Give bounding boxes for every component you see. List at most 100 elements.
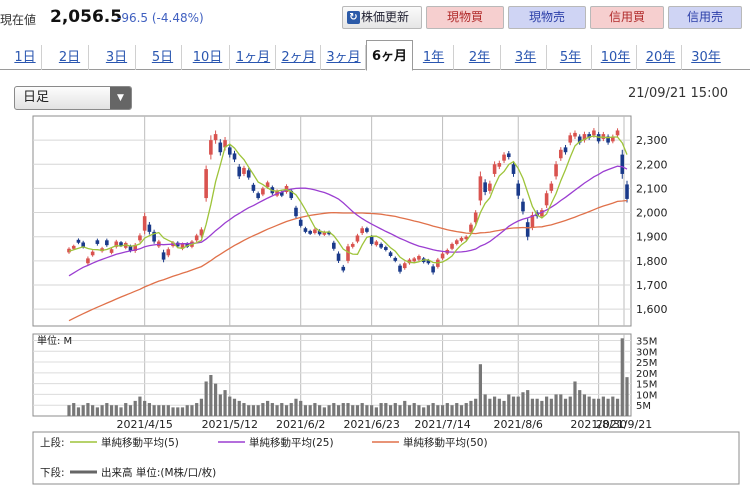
legend-volume-label: 出来高 単位:(M株/口/枚) <box>101 466 216 479</box>
candle-body <box>563 147 568 153</box>
volume-bar <box>228 396 232 416</box>
price-tick-label: 1,900 <box>636 231 668 244</box>
volume-bar <box>256 405 260 416</box>
volume-bar <box>393 403 397 416</box>
candle-body <box>549 183 554 191</box>
candle-body <box>308 230 312 234</box>
cash-sell-button[interactable]: 現物売 <box>508 6 586 29</box>
candle-body <box>298 219 303 226</box>
refresh-price-button[interactable]: ↻ 株価更新 <box>342 6 422 29</box>
legend-ma5-label: 単純移動平均(5) <box>101 436 179 449</box>
volume-bar <box>464 403 468 416</box>
price-tick-label: 2,300 <box>636 134 668 147</box>
volume-bar <box>294 398 298 416</box>
tab-20y[interactable]: 20年 <box>640 45 682 70</box>
candle-body <box>459 237 464 241</box>
x-axis-date-label: 2021/8/6 <box>494 418 543 431</box>
candle-body <box>185 243 190 247</box>
volume-bar <box>384 403 388 416</box>
volume-bar <box>95 407 99 416</box>
volume-bar <box>455 403 459 416</box>
tab-5y[interactable]: 5年 <box>550 45 592 70</box>
tab-3m[interactable]: 3ヶ月 <box>322 45 366 70</box>
volume-bar <box>379 403 383 416</box>
candle-body <box>601 134 606 139</box>
candle-body <box>625 184 629 199</box>
volume-bar <box>72 403 76 416</box>
volume-bar <box>592 398 596 416</box>
margin-sell-button[interactable]: 信用売 <box>668 6 742 29</box>
legend-ma25-label: 単純移動平均(25) <box>249 436 334 449</box>
candle-body <box>242 167 246 174</box>
price-header: 現在値 2,056.5 -96.5 (-4.48%) ↻ 株価更新 現物買 現物… <box>0 0 750 34</box>
volume-bar <box>280 403 284 416</box>
candle-body <box>492 164 497 174</box>
x-axis-date-label: 2021/6/23 <box>343 418 399 431</box>
candle-body <box>483 182 487 193</box>
volume-bar <box>261 403 265 416</box>
candle-body <box>568 135 573 143</box>
candle-body <box>592 130 596 136</box>
candle-body <box>346 246 350 261</box>
candle-body <box>577 136 582 143</box>
candle-body <box>606 136 610 143</box>
tab-1y[interactable]: 1年 <box>414 45 454 70</box>
candle-body <box>246 170 251 178</box>
margin-buy-button[interactable]: 信用買 <box>590 6 664 29</box>
volume-bar <box>119 407 123 416</box>
tab-1m[interactable]: 1ヶ月 <box>231 45 276 70</box>
tab-6m[interactable]: 6ヶ月 <box>366 40 413 71</box>
volume-bar <box>237 400 241 416</box>
candle-body <box>180 243 185 249</box>
volume-bar <box>204 381 208 416</box>
volume-bar <box>540 400 544 416</box>
volume-bar <box>199 398 204 416</box>
volume-bar <box>516 396 520 416</box>
tab-10y[interactable]: 10年 <box>595 45 637 70</box>
volume-bar <box>147 403 151 416</box>
tab-2y[interactable]: 2年 <box>459 45 501 70</box>
tab-3d[interactable]: 3日 <box>98 45 136 70</box>
candle-body <box>204 169 208 199</box>
volume-bar <box>412 403 416 416</box>
volume-bar <box>440 405 445 416</box>
tab-10d[interactable]: 10日 <box>186 45 230 70</box>
volume-bar <box>445 403 449 416</box>
tab-30y[interactable]: 30年 <box>691 50 721 65</box>
volume-bar <box>488 398 492 416</box>
tab-2m[interactable]: 2ヶ月 <box>277 45 321 70</box>
volume-bar <box>128 405 133 416</box>
tab-5d[interactable]: 5日 <box>144 45 182 70</box>
volume-bar <box>502 400 506 416</box>
volume-bar <box>266 400 270 416</box>
cash-buy-button[interactable]: 現物買 <box>426 6 504 29</box>
tab-3y[interactable]: 3年 <box>505 45 547 70</box>
candle-body <box>620 154 625 174</box>
volume-bar <box>422 407 426 416</box>
volume-bar <box>91 405 95 416</box>
tab-2d[interactable]: 2日 <box>51 45 89 70</box>
volume-bar <box>459 405 464 416</box>
candle-body <box>398 265 402 272</box>
volume-bar <box>426 405 430 416</box>
candle-interval-select[interactable]: 日足 ▼ <box>14 86 132 110</box>
candle-body <box>209 140 213 155</box>
x-axis-date-label: 2021/6/2 <box>276 418 325 431</box>
volume-bar <box>436 405 440 416</box>
candle-body <box>218 142 223 153</box>
candle-body <box>138 235 142 241</box>
tab-1d[interactable]: 1日 <box>9 45 42 70</box>
volume-bar <box>161 405 166 416</box>
volume-bar <box>152 405 156 416</box>
volume-bar <box>209 375 213 416</box>
volume-tick-label: 35M <box>636 336 657 347</box>
volume-bar <box>578 390 582 416</box>
x-axis-date-label: 2021/4/15 <box>116 418 172 431</box>
current-price: 2,056.5 <box>50 7 123 27</box>
candle-body <box>615 130 620 136</box>
candle-body <box>426 260 431 264</box>
candle-body <box>488 183 492 191</box>
volume-bar <box>218 394 222 416</box>
volume-bar <box>81 405 85 416</box>
volume-bar <box>573 381 577 416</box>
